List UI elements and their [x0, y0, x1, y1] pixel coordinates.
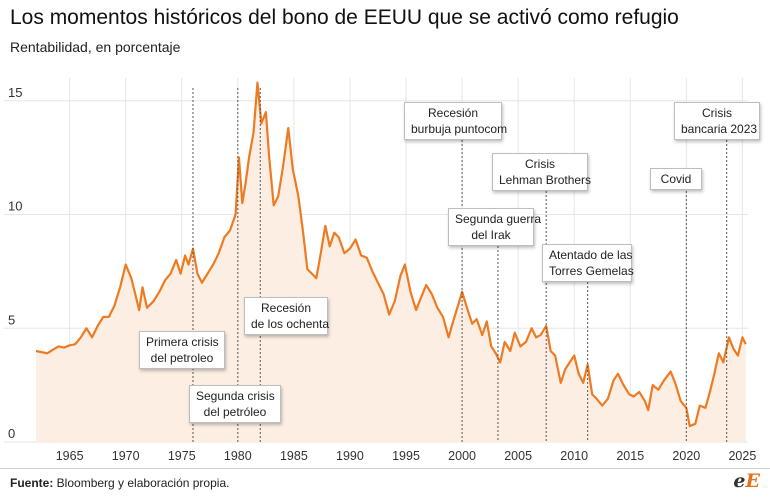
annotation-covid: Covid [650, 168, 702, 190]
annotation-text: Torres Gemelas [549, 264, 634, 278]
annotation-text: bancaria 2023 [681, 122, 758, 136]
annotation-segunda-crisis: Segunda crisis del petróleo [189, 385, 281, 423]
x-tick-label: 2025 [728, 449, 756, 463]
annotation-text: de los ochenta [251, 317, 330, 331]
annotation-text: Recesión [427, 106, 479, 120]
annotation-guerra-irak: Segunda guerra del Irak [448, 208, 542, 246]
annotation-text: Lehman Brothers [499, 173, 592, 187]
annotation-text: Segunda crisis [196, 389, 275, 403]
annotation-recesion-ochenta: Recesión de los ochenta [244, 297, 330, 335]
annotation-text: del Irak [471, 228, 511, 242]
x-tick-label: 1965 [56, 449, 84, 463]
yield-line [35, 81, 747, 428]
annotation-torres-gemelas: Atentado de las Torres Gemelas [542, 244, 634, 282]
annotation-text: Covid [660, 172, 692, 186]
annotation-text: Recesión [260, 301, 312, 315]
x-tick-label: 1980 [224, 449, 252, 463]
annotation-text: Segunda guerra [455, 212, 542, 226]
annotation-text: burbuja puntocom [411, 122, 508, 136]
x-tick-label: 1995 [392, 449, 420, 463]
source-note: Fuente: Bloomberg y elaboración propia. [10, 476, 229, 490]
brand-logo: eE [733, 470, 760, 492]
annotation-text: del petroleo [150, 351, 214, 365]
annotation-text: Atentado de las [549, 248, 633, 262]
x-tick-label: 2000 [448, 449, 476, 463]
chart-subtitle: Rentabilidad, en porcentaje [10, 39, 181, 55]
footer-divider [0, 468, 770, 469]
annotation-text: Crisis [525, 157, 555, 171]
x-tick-label: 2005 [504, 449, 532, 463]
x-tick-label: 2010 [560, 449, 588, 463]
annotation-text: Primera crisis [146, 335, 219, 349]
y-tick-label: 5 [8, 312, 15, 327]
annotation-lehman: Crisis Lehman Brothers [492, 153, 592, 191]
y-tick-label: 10 [8, 199, 22, 214]
x-tick-label: 1975 [168, 449, 196, 463]
annotation-recesion-puntocom: Recesión burbuja puntocom [404, 102, 508, 140]
x-tick-label: 1990 [336, 449, 364, 463]
chart-title: Los momentos históricos del bono de EEUU… [10, 6, 679, 29]
y-tick-label: 15 [8, 85, 22, 100]
source-label: Fuente: [10, 476, 54, 490]
source-text: Bloomberg y elaboración propia. [53, 476, 230, 490]
x-tick-label: 1970 [112, 449, 140, 463]
x-tick-label: 1985 [280, 449, 308, 463]
annotation-text: Crisis [702, 106, 732, 120]
annotation-bancaria-2023: Crisis bancaria 2023 [674, 102, 760, 140]
x-tick-label: 2015 [616, 449, 644, 463]
yield-area [36, 82, 746, 443]
x-tick-label: 2020 [672, 449, 700, 463]
annotation-text: del petróleo [203, 405, 267, 419]
y-tick-label: 0 [8, 426, 15, 441]
annotation-primera-crisis: Primera crisis del petroleo [139, 331, 225, 369]
